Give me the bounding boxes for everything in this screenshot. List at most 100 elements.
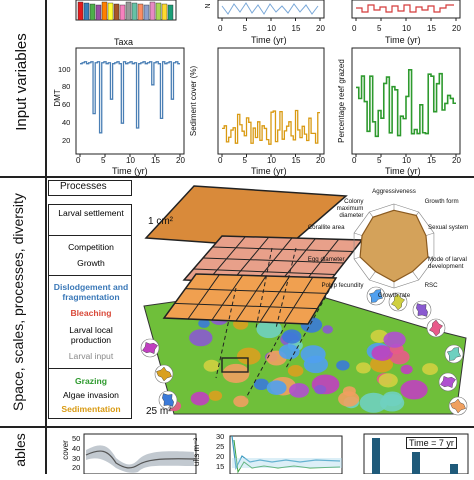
time-axis-label-grazed: Time (yr) (385, 166, 421, 176)
radar-axis-label: Corallite area (307, 223, 345, 231)
x-tick-label: 5 (242, 24, 247, 33)
mini-trait-glyph (142, 342, 158, 354)
row-divider-1 (0, 176, 474, 178)
x-tick-label: 10 (267, 24, 276, 33)
mini-trait-glyph (391, 293, 405, 311)
cell-area-label: 1 cm² (148, 216, 173, 227)
left-divider (45, 0, 47, 474)
coral-colony (383, 331, 406, 348)
top-middle-panel (217, 0, 325, 19)
section-label-input: Input variables (13, 33, 30, 131)
process-competition: Competition (68, 242, 114, 252)
grazed-ylabel: Percentage reef grazed (337, 59, 346, 143)
coral-colony (338, 391, 360, 407)
taxa-bar (143, 4, 150, 21)
coral-colony (189, 329, 213, 347)
coral-colony (400, 364, 413, 375)
taxa-bar (89, 3, 96, 21)
process-sep-3 (48, 368, 132, 369)
x-tick-label: 10 (126, 156, 135, 165)
radar-axis-label: RSC (424, 282, 438, 290)
section-label-bottom: ables (12, 433, 28, 467)
x-tick-label: 0 (352, 156, 357, 165)
process-larval-local: Larval local production (69, 325, 113, 345)
taxa-bar (137, 3, 144, 21)
time-label: Time = 7 yr (406, 437, 457, 449)
grazed-panel (351, 47, 461, 155)
x-tick-label: 5 (101, 156, 106, 165)
taxa-bar (125, 1, 132, 21)
process-list-box (48, 204, 132, 419)
process-header: Processes (60, 181, 107, 192)
x-tick-label: 10 (402, 24, 411, 33)
taxa-bar (161, 3, 168, 21)
time-axis-label-top-mid: Time (yr) (251, 35, 287, 45)
process-dislodgement: Dislodgement and fragmentation (53, 282, 129, 302)
time-axis-label-top-right: Time (yr) (385, 35, 421, 45)
coral-colony (379, 393, 405, 412)
x-tick-label: 15 (151, 156, 160, 165)
process-bleaching: Bleaching (70, 308, 112, 318)
process-sep-2 (48, 275, 132, 276)
radar-trait-polygon (359, 209, 429, 283)
cover-ytick-50: 50 (72, 434, 81, 443)
coral-colony (203, 359, 220, 372)
coral-colony (208, 390, 223, 401)
coral-colony (378, 373, 398, 388)
x-tick-label: 10 (402, 156, 411, 165)
coral-colony (314, 384, 327, 395)
taxa-bar (95, 4, 102, 21)
adults-ytick-15: 15 (216, 462, 225, 471)
dmt-ytick-60: 60 (62, 100, 71, 109)
x-tick-label: 15 (291, 156, 301, 165)
coral-colony (300, 345, 326, 364)
coral-colony (359, 392, 388, 413)
cover-ytick-20: 20 (72, 463, 81, 472)
cover-panel (83, 433, 197, 474)
process-header-box (48, 180, 132, 196)
coral-colony (266, 380, 287, 395)
adults-ytick-30: 30 (216, 432, 225, 441)
time-axis-label-dmt: Time (yr) (112, 166, 148, 176)
landscape-area-label: 25 m² (146, 406, 172, 417)
coral-colony (288, 383, 310, 398)
adults-ytick-20: 20 (216, 452, 225, 461)
process-sedimentation: Sedimentation (61, 404, 121, 414)
coral-colony (400, 380, 428, 400)
mini-trait-glyph (440, 376, 456, 388)
x-tick-label: 0 (76, 156, 81, 165)
radar-axis-label: Polyp fecundity (321, 282, 364, 290)
x-tick-label: 5 (377, 156, 382, 165)
cover-ytick-30: 30 (72, 454, 81, 463)
x-tick-label: 0 (218, 24, 223, 33)
adults-ytick-25: 25 (216, 442, 225, 451)
process-larval-input: Larval input (68, 351, 114, 361)
bottom-panels (83, 433, 469, 474)
small-ylabel: N (205, 3, 212, 9)
x-tick-label: 15 (427, 156, 436, 165)
mini-trait-glyph (162, 393, 174, 407)
taxa-bar (119, 4, 126, 21)
sediment-panel (217, 47, 325, 155)
x-tick-label: 10 (267, 156, 276, 165)
adults-panel (229, 435, 343, 474)
coral-colony (322, 325, 333, 334)
process-growth: Growth (77, 258, 105, 268)
mini-trait-glyph (416, 303, 428, 317)
coral-colony (282, 329, 302, 344)
top-right-panel (351, 0, 461, 19)
radar-axis-label: Growth form (424, 197, 459, 205)
taxa-bar (101, 1, 108, 21)
taxa-bar (113, 3, 120, 21)
coral-colony (356, 362, 371, 374)
dmt-ytick-20: 20 (62, 136, 71, 145)
x-tick-label: 15 (291, 24, 301, 33)
time-axis-label-sediment: Time (yr) (251, 166, 287, 176)
coral-colony (236, 347, 261, 365)
x-tick-label: 20 (452, 156, 461, 165)
process-grazing: Grazing (75, 376, 107, 386)
x-tick-label: 0 (218, 156, 223, 165)
coral-colony (190, 391, 210, 406)
mini-trait-glyph (450, 398, 466, 414)
x-tick-label: 5 (242, 156, 247, 165)
